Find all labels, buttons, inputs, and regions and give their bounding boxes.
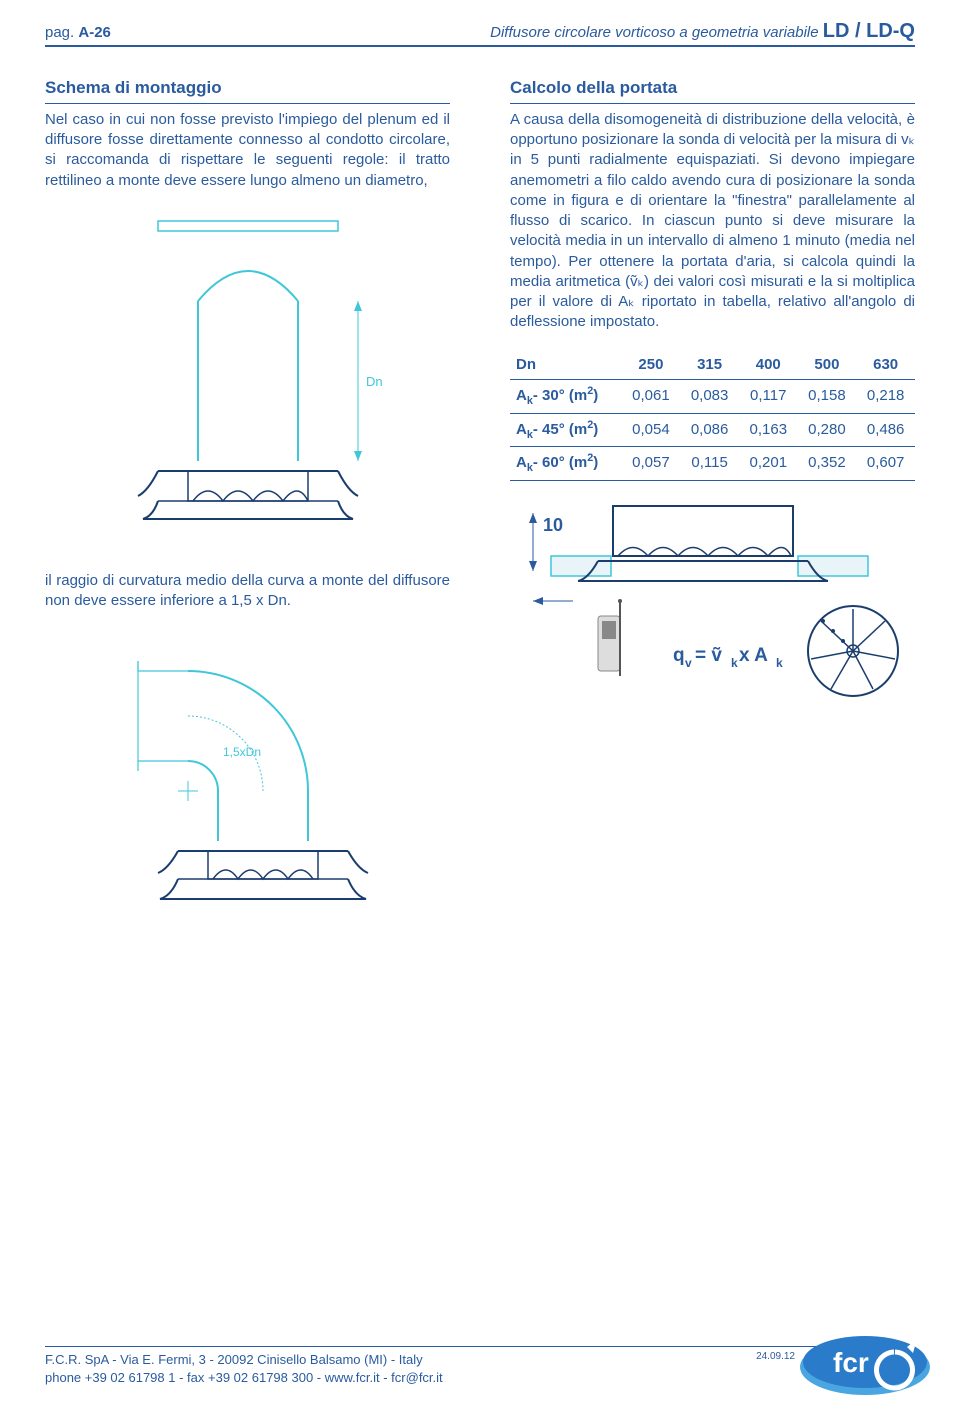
table-cell: 0,057 xyxy=(622,447,681,481)
svg-text:fcr: fcr xyxy=(833,1347,869,1378)
table-cell: 0,083 xyxy=(680,379,739,413)
right-column: Calcolo della portata A causa della diso… xyxy=(510,77,915,971)
right-para-1: A causa della disomogeneità di distribuz… xyxy=(510,110,915,333)
right-section-title: Calcolo della portata xyxy=(510,77,915,104)
footer-date: 24.09.12 xyxy=(756,1351,795,1362)
table-row: Ak- 30° (m2)0,0610,0830,1170,1580,218 xyxy=(510,379,915,413)
svg-text:k: k xyxy=(731,656,738,670)
doc-title: Diffusore circolare vorticoso a geometri… xyxy=(490,20,915,43)
table-cell: 0,117 xyxy=(739,379,798,413)
table-cell: 0,201 xyxy=(739,447,798,481)
table-cell: 0,163 xyxy=(739,413,798,447)
table-header: 500 xyxy=(798,351,857,380)
main-columns: Schema di montaggio Nel caso in cui non … xyxy=(45,77,915,971)
fcr-logo: fcr xyxy=(795,1317,935,1397)
table-row: Ak- 60° (m2)0,0570,1150,2010,3520,607 xyxy=(510,447,915,481)
table-cell: 0,280 xyxy=(798,413,857,447)
diagram-straight-duct: Dn xyxy=(45,211,450,551)
left-para-1: Nel caso in cui non fosse previsto l'imp… xyxy=(45,110,450,191)
ak-table: Dn250315400500630 Ak- 30° (m2)0,0610,083… xyxy=(510,351,915,481)
dim-radius-label: 1,5xDn xyxy=(223,745,261,759)
table-cell: 0,218 xyxy=(856,379,915,413)
table-cell: 0,486 xyxy=(856,413,915,447)
svg-text:x A: x A xyxy=(739,645,768,666)
table-cell: 0,158 xyxy=(798,379,857,413)
page-footer: F.C.R. SpA - Via E. Fermi, 3 - 20092 Cin… xyxy=(45,1346,915,1387)
table-cell: 0,054 xyxy=(622,413,681,447)
svg-text:= ṽ: = ṽ xyxy=(695,645,722,666)
table-header: 630 xyxy=(856,351,915,380)
table-cell: Ak- 60° (m2) xyxy=(510,447,622,481)
table-row: Ak- 45° (m2)0,0540,0860,1630,2800,486 xyxy=(510,413,915,447)
footer-contacts: phone +39 02 61798 1 - fax +39 02 61798 … xyxy=(45,1369,915,1387)
page-number: pag. A-26 xyxy=(45,24,111,41)
table-header: Dn xyxy=(510,351,622,380)
diagram-curved-duct: 1,5xDn xyxy=(45,631,450,951)
svg-text:k: k xyxy=(776,656,783,670)
page-header: pag. A-26 Diffusore circolare vorticoso … xyxy=(45,20,915,47)
formula-text: q xyxy=(673,645,685,666)
table-cell: Ak- 45° (m2) xyxy=(510,413,622,447)
table-cell: 0,115 xyxy=(680,447,739,481)
diagram-measurement: 10 q v = ṽ k xyxy=(510,501,915,721)
table-cell: 0,607 xyxy=(856,447,915,481)
left-section-title: Schema di montaggio xyxy=(45,77,450,104)
left-column: Schema di montaggio Nel caso in cui non … xyxy=(45,77,450,971)
left-para-2: il raggio di curvatura medio della curva… xyxy=(45,571,450,612)
dim-dn-label: Dn xyxy=(366,374,383,389)
table-header: 250 xyxy=(622,351,681,380)
dim-ten: 10 xyxy=(543,515,563,535)
table-cell: 0,086 xyxy=(680,413,739,447)
table-cell: 0,061 xyxy=(622,379,681,413)
svg-text:v: v xyxy=(685,656,692,670)
table-cell: Ak- 30° (m2) xyxy=(510,379,622,413)
table-header: 400 xyxy=(739,351,798,380)
table-header: 315 xyxy=(680,351,739,380)
table-cell: 0,352 xyxy=(798,447,857,481)
